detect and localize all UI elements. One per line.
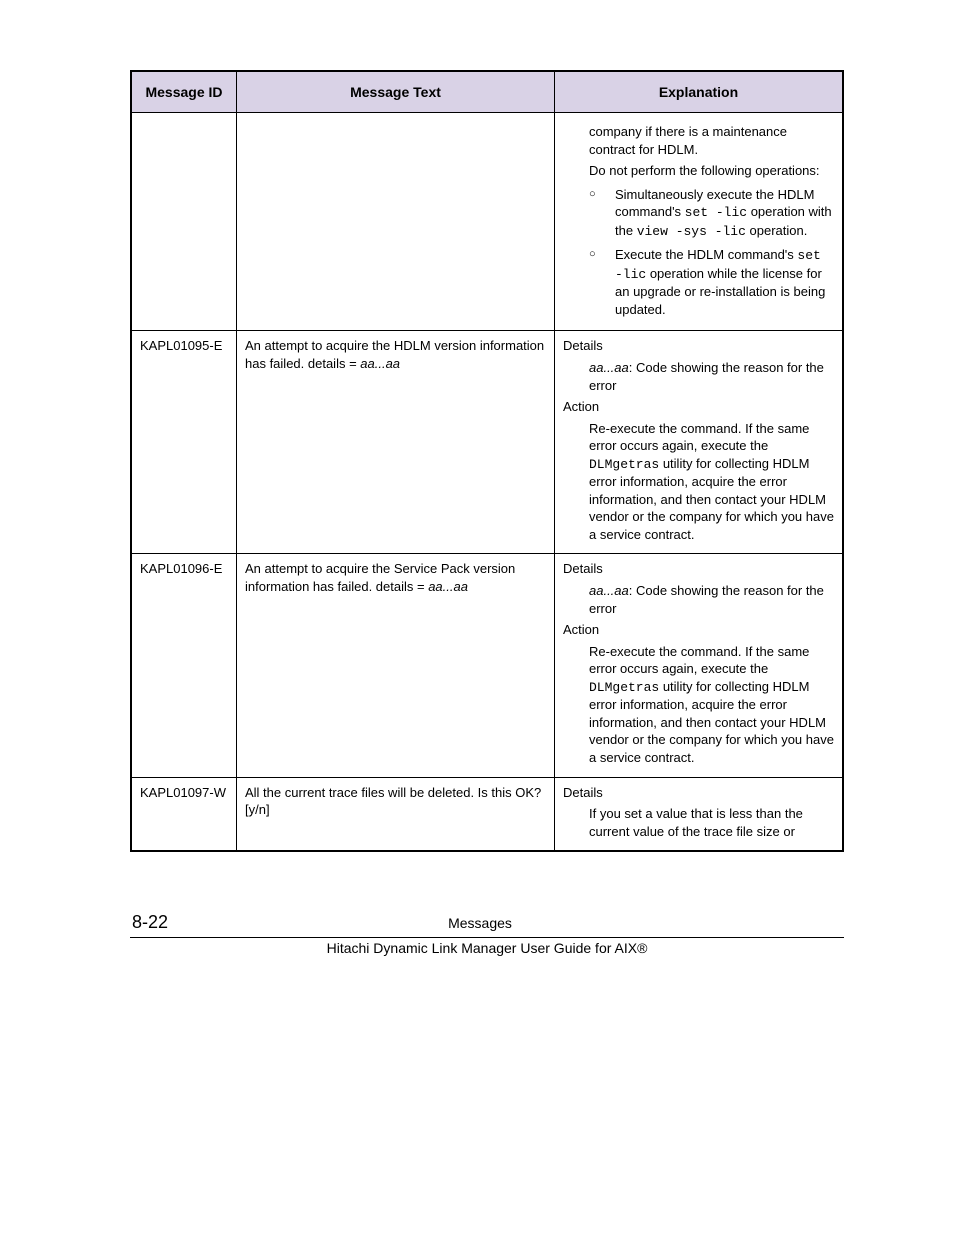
cell-explanation: DetailsIf you set a value that is less t… xyxy=(555,777,844,851)
page-number: 8-22 xyxy=(132,912,168,933)
cell-message-text: All the current trace files will be dele… xyxy=(237,777,555,851)
cell-message-text: An attempt to acquire the HDLM version i… xyxy=(237,331,555,554)
cell-message-text: An attempt to acquire the Service Pack v… xyxy=(237,554,555,777)
cell-message-id: KAPL01097-W xyxy=(131,777,237,851)
cell-message-id xyxy=(131,113,237,331)
cell-message-text xyxy=(237,113,555,331)
section-title: Messages xyxy=(448,915,512,931)
table-row: company if there is a maintenance contra… xyxy=(131,113,843,331)
table-row: KAPL01095-E An attempt to acquire the HD… xyxy=(131,331,843,554)
cell-message-id: KAPL01096-E xyxy=(131,554,237,777)
table-row: KAPL01096-E An attempt to acquire the Se… xyxy=(131,554,843,777)
cell-explanation: company if there is a maintenance contra… xyxy=(555,113,844,331)
messages-table: Message ID Message Text Explanation comp… xyxy=(130,70,844,852)
cell-explanation: Detailsaa...aa: Code showing the reason … xyxy=(555,554,844,777)
col-header-message-id: Message ID xyxy=(131,71,237,113)
col-header-explanation: Explanation xyxy=(555,71,844,113)
col-header-message-text: Message Text xyxy=(237,71,555,113)
cell-explanation: Detailsaa...aa: Code showing the reason … xyxy=(555,331,844,554)
footer-rule xyxy=(130,937,844,938)
table-row: KAPL01097-W All the current trace files … xyxy=(131,777,843,851)
guide-title: Hitachi Dynamic Link Manager User Guide … xyxy=(130,940,844,956)
cell-message-id: KAPL01095-E xyxy=(131,331,237,554)
page-footer: 8-22 Messages Hitachi Dynamic Link Manag… xyxy=(130,912,844,956)
